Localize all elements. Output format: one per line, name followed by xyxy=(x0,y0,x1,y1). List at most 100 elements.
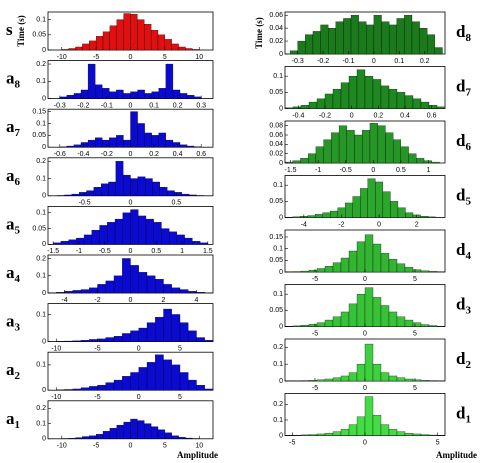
bar xyxy=(87,139,96,148)
x-tick-label: -0.4 xyxy=(77,151,89,158)
bar xyxy=(130,111,138,148)
bar xyxy=(292,216,301,218)
x-tick-label: 10 xyxy=(195,54,203,61)
bar xyxy=(420,380,430,382)
bar xyxy=(300,158,309,164)
bar xyxy=(420,270,430,273)
y-tick-label: 0 xyxy=(279,214,283,221)
panel-label-letter: a xyxy=(6,409,15,428)
y-tick-label: 0.1 xyxy=(36,120,46,127)
bar xyxy=(64,389,73,391)
x-tick-label: 0 xyxy=(363,439,367,446)
bar xyxy=(428,380,438,382)
y-tick-label: 0 xyxy=(42,47,46,54)
panel-label-subscript: 7 xyxy=(15,127,21,139)
x-tick-label: 0.6 xyxy=(427,112,437,119)
bar xyxy=(352,196,361,218)
bar xyxy=(404,15,413,55)
y-tick-label: 0.1 xyxy=(36,273,46,280)
bar xyxy=(171,287,181,294)
y-tick-label: 0.02 xyxy=(269,151,283,158)
x-tick-label: -4 xyxy=(61,297,67,304)
bar xyxy=(59,96,68,99)
bar xyxy=(345,202,353,218)
y-tick-label: 0.02 xyxy=(269,38,283,45)
x-tick-label: -0.5 xyxy=(99,248,111,255)
x-tick-label: 0 xyxy=(129,151,133,158)
y-tick-label: 0 xyxy=(279,432,283,439)
bar xyxy=(420,324,430,327)
x-tick-label: 0 xyxy=(129,297,133,304)
bar xyxy=(188,291,197,294)
x-tick-label: 0 xyxy=(137,394,141,401)
bar xyxy=(61,49,69,51)
bar xyxy=(185,48,193,51)
bar xyxy=(305,34,314,55)
bar xyxy=(169,231,178,245)
x-tick-label: -0.2 xyxy=(319,112,331,119)
bar xyxy=(186,145,195,148)
x-tick-label: -5 xyxy=(312,330,318,337)
panel-label: s xyxy=(6,20,13,39)
x-tick-label: -1 xyxy=(315,167,321,174)
y-tick-label: 0.2 xyxy=(273,401,283,408)
bar xyxy=(188,330,197,342)
x-tick-label: 0.1 xyxy=(394,58,404,65)
bar xyxy=(130,209,139,245)
panel-label: d8 xyxy=(456,22,471,44)
bar xyxy=(300,380,310,382)
bar xyxy=(109,91,117,99)
y-tick-label: 0 xyxy=(279,323,283,330)
bar xyxy=(109,25,117,51)
x-tick-label: -0.5 xyxy=(79,200,91,207)
x-tick-label: 0 xyxy=(377,221,381,228)
bar xyxy=(316,433,326,436)
bar xyxy=(292,106,302,109)
panel-label: a4 xyxy=(6,263,21,285)
bar xyxy=(385,132,394,164)
bar xyxy=(348,76,358,109)
bar xyxy=(130,91,138,99)
x-tick-label: 0 xyxy=(350,112,354,119)
bar xyxy=(380,305,390,327)
bar xyxy=(331,132,340,164)
panel-label-subscript: 6 xyxy=(15,175,21,187)
bar xyxy=(377,125,386,164)
y-tick-label: 0 xyxy=(279,105,283,112)
bar xyxy=(150,30,159,51)
x-tick-label: 0 xyxy=(129,200,133,207)
x-tick-label: -0.2 xyxy=(317,58,329,65)
bar xyxy=(412,98,422,109)
panel-label: d5 xyxy=(456,185,471,207)
bar xyxy=(150,426,159,439)
bar xyxy=(72,290,82,294)
bar xyxy=(137,420,145,439)
bar xyxy=(380,372,390,382)
y-tick-label: 0 xyxy=(42,95,46,102)
y-tick-label: 0.1 xyxy=(36,311,46,318)
bar xyxy=(292,325,302,327)
y-tick-label: 0.1 xyxy=(36,16,46,23)
bar xyxy=(102,31,111,51)
bar xyxy=(404,433,414,436)
bar xyxy=(307,215,316,218)
x-tick-label: 0.2 xyxy=(173,102,183,109)
bar xyxy=(163,308,172,342)
bar xyxy=(108,181,116,196)
bar xyxy=(340,311,350,327)
x-tick-label: 5 xyxy=(163,54,167,61)
bar xyxy=(434,47,443,55)
bar xyxy=(436,106,446,109)
bar xyxy=(179,372,189,391)
panel-label-subscript: 8 xyxy=(15,78,21,90)
panel-label-letter: d xyxy=(456,403,466,422)
bar xyxy=(122,376,131,391)
y-tick-label: 0.1 xyxy=(36,210,46,217)
bar xyxy=(179,289,189,294)
y-tick-label: 0 xyxy=(42,387,46,394)
y-tick-label: 0.1 xyxy=(273,361,283,368)
bar xyxy=(308,101,318,109)
x-tick-label: -5 xyxy=(94,394,100,401)
x-tick-label: -5 xyxy=(93,54,99,61)
x-tick-label: 0.5 xyxy=(396,167,406,174)
